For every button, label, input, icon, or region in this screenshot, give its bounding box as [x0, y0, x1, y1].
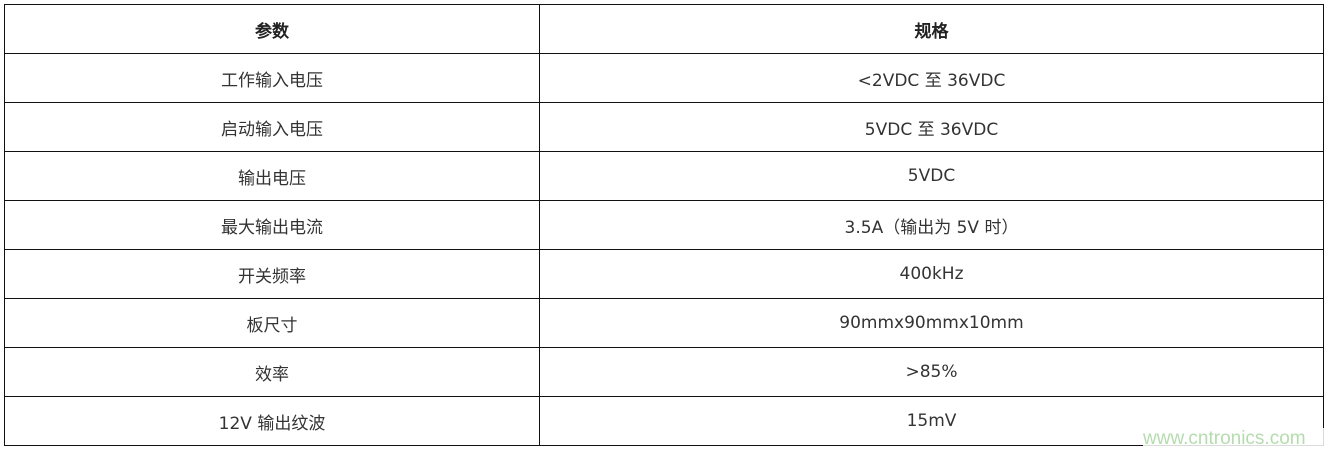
table-row: 板尺寸 90mmx90mmx10mm: [4, 298, 1324, 348]
cell-param: 效率: [4, 347, 540, 397]
table-header-row: 参数 规格: [4, 4, 1324, 54]
table-row: 最大输出电流 3.5A（输出为 5V 时）: [4, 200, 1324, 250]
watermark-logo: www.cntronics.com: [1143, 428, 1324, 450]
cell-param: 工作输入电压: [4, 53, 540, 103]
cell-param: 启动输入电压: [4, 102, 540, 152]
cell-spec: 400kHz: [539, 249, 1324, 299]
cell-spec: 3.5A（输出为 5V 时）: [539, 200, 1324, 250]
cell-spec: <2VDC 至 36VDC: [539, 53, 1324, 103]
header-param: 参数: [4, 4, 540, 54]
table-row: 输出电压 5VDC: [4, 151, 1324, 201]
table-row: 开关频率 400kHz: [4, 249, 1324, 299]
cell-param: 最大输出电流: [4, 200, 540, 250]
cell-spec: 90mmx90mmx10mm: [539, 298, 1324, 348]
cell-param: 板尺寸: [4, 298, 540, 348]
table-row: 工作输入电压 <2VDC 至 36VDC: [4, 53, 1324, 103]
cell-spec: 5VDC 至 36VDC: [539, 102, 1324, 152]
cell-param: 输出电压: [4, 151, 540, 201]
cell-param: 12V 输出纹波: [4, 396, 540, 446]
cell-param: 开关频率: [4, 249, 540, 299]
table-row: 12V 输出纹波 15mV: [4, 396, 1324, 446]
cell-spec: >85%: [539, 347, 1324, 397]
header-spec: 规格: [539, 4, 1324, 54]
spec-table: 参数 规格 工作输入电压 <2VDC 至 36VDC 启动输入电压 5VDC 至 36…: [4, 4, 1324, 446]
table-row: 启动输入电压 5VDC 至 36VDC: [4, 102, 1324, 152]
cell-spec: 5VDC: [539, 151, 1324, 201]
table-row: 效率 >85%: [4, 347, 1324, 397]
